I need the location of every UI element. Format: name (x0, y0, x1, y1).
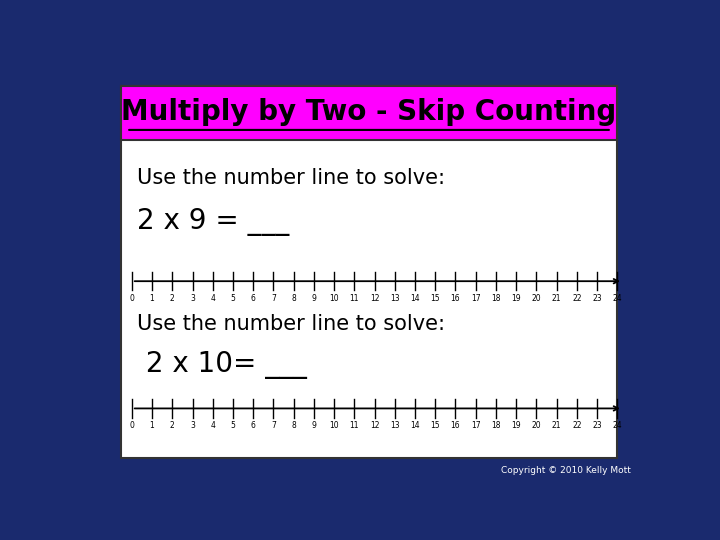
Text: 14: 14 (410, 421, 420, 430)
Text: 7: 7 (271, 421, 276, 430)
Text: 2 x 9 = ___: 2 x 9 = ___ (138, 208, 289, 237)
Text: 8: 8 (292, 294, 296, 302)
Text: Use the number line to solve:: Use the number line to solve: (138, 168, 446, 188)
Text: Use the number line to solve:: Use the number line to solve: (138, 314, 446, 334)
Text: 21: 21 (552, 294, 562, 302)
Text: 24: 24 (613, 421, 622, 430)
Text: 12: 12 (370, 294, 379, 302)
Text: Multiply by Two - Skip Counting: Multiply by Two - Skip Counting (122, 98, 616, 125)
Text: 18: 18 (491, 421, 500, 430)
Text: 20: 20 (531, 294, 541, 302)
Text: 1: 1 (150, 294, 155, 302)
Text: 21: 21 (552, 421, 562, 430)
Text: 17: 17 (471, 294, 480, 302)
Text: 11: 11 (350, 294, 359, 302)
Text: 16: 16 (451, 421, 460, 430)
Text: 6: 6 (251, 421, 256, 430)
Text: 22: 22 (572, 294, 582, 302)
Text: 3: 3 (190, 294, 195, 302)
Text: 15: 15 (431, 421, 440, 430)
Text: 22: 22 (572, 421, 582, 430)
Text: 5: 5 (230, 294, 235, 302)
Text: 14: 14 (410, 294, 420, 302)
Text: 2: 2 (170, 294, 175, 302)
Text: 5: 5 (230, 421, 235, 430)
Text: Copyright © 2010 Kelly Mott: Copyright © 2010 Kelly Mott (501, 465, 631, 475)
Text: 23: 23 (593, 421, 602, 430)
Text: 0: 0 (130, 294, 135, 302)
Bar (121, 85, 617, 140)
Text: 17: 17 (471, 421, 480, 430)
Text: 24: 24 (613, 294, 622, 302)
Text: 12: 12 (370, 421, 379, 430)
Text: 16: 16 (451, 294, 460, 302)
Text: 1: 1 (150, 421, 155, 430)
Text: 2: 2 (170, 421, 175, 430)
Text: 4: 4 (210, 421, 215, 430)
Text: 6: 6 (251, 294, 256, 302)
Text: 2 x 10= ___: 2 x 10= ___ (138, 352, 307, 380)
Text: 20: 20 (531, 421, 541, 430)
Text: 13: 13 (390, 294, 400, 302)
Text: 23: 23 (593, 294, 602, 302)
Text: 19: 19 (511, 294, 521, 302)
Text: 11: 11 (350, 421, 359, 430)
Text: 13: 13 (390, 421, 400, 430)
Text: 3: 3 (190, 421, 195, 430)
Text: 0: 0 (130, 421, 135, 430)
Text: 19: 19 (511, 421, 521, 430)
Text: 10: 10 (329, 421, 339, 430)
Text: 15: 15 (431, 294, 440, 302)
Text: 4: 4 (210, 294, 215, 302)
Text: 7: 7 (271, 294, 276, 302)
Text: 8: 8 (292, 421, 296, 430)
Text: 10: 10 (329, 294, 339, 302)
Text: 18: 18 (491, 294, 500, 302)
Text: 9: 9 (312, 294, 316, 302)
Bar (121, 85, 617, 458)
Text: 9: 9 (312, 421, 316, 430)
